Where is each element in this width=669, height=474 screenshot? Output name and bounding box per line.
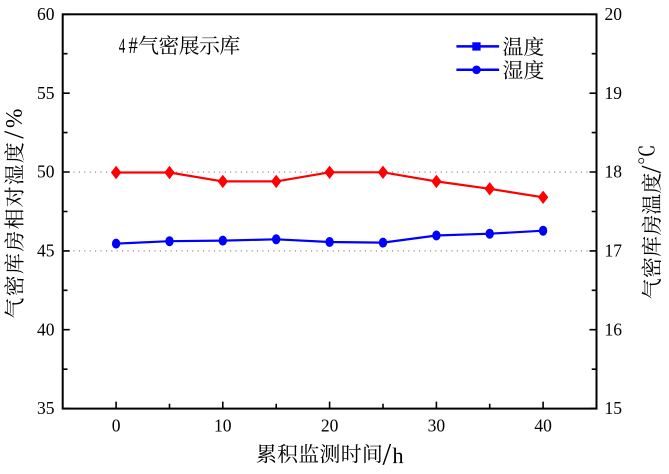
svg-text:40: 40 [534, 415, 552, 435]
svg-text:40: 40 [37, 319, 55, 339]
svg-text:15: 15 [605, 398, 623, 418]
svg-text:45: 45 [37, 241, 55, 261]
svg-text:30: 30 [428, 415, 446, 435]
svg-text:17: 17 [605, 241, 623, 261]
svg-text:60: 60 [37, 4, 55, 24]
svg-text:19: 19 [605, 83, 623, 103]
svg-text:50: 50 [37, 162, 55, 182]
svg-text:20: 20 [605, 4, 623, 24]
svg-text:0: 0 [112, 415, 121, 435]
svg-text:35: 35 [37, 398, 55, 418]
svg-text:16: 16 [605, 319, 623, 339]
svg-text:55: 55 [37, 83, 55, 103]
svg-text:20: 20 [321, 415, 339, 435]
svg-text:18: 18 [605, 162, 623, 182]
svg-text:10: 10 [214, 415, 232, 435]
